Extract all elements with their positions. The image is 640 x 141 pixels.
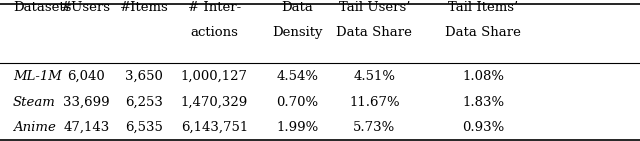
Text: Tail Users’: Tail Users’ (339, 1, 410, 14)
Text: Data Share: Data Share (337, 27, 412, 39)
Text: 6,535: 6,535 (125, 121, 163, 134)
Text: 6,253: 6,253 (125, 96, 163, 109)
Text: #Users: #Users (61, 1, 111, 14)
Text: 1.08%: 1.08% (462, 70, 504, 83)
Text: 33,699: 33,699 (63, 96, 109, 109)
Text: 4.51%: 4.51% (353, 70, 396, 83)
Text: 3,650: 3,650 (125, 70, 163, 83)
Text: 1.83%: 1.83% (462, 96, 504, 109)
Text: 11.67%: 11.67% (349, 96, 400, 109)
Text: 4.54%: 4.54% (276, 70, 319, 83)
Text: 1,470,329: 1,470,329 (180, 96, 248, 109)
Text: Datasets: Datasets (13, 1, 71, 14)
Text: 47,143: 47,143 (63, 121, 109, 134)
Text: Tail Items’: Tail Items’ (448, 1, 518, 14)
Text: Data: Data (282, 1, 314, 14)
Text: ML-1M: ML-1M (13, 70, 61, 83)
Text: Steam: Steam (13, 96, 56, 109)
Text: 6,040: 6,040 (68, 70, 105, 83)
Text: 0.93%: 0.93% (462, 121, 504, 134)
Text: # Inter-: # Inter- (188, 1, 241, 14)
Text: 1,000,127: 1,000,127 (181, 70, 248, 83)
Text: Data Share: Data Share (445, 27, 521, 39)
Text: 6,143,751: 6,143,751 (180, 121, 248, 134)
Text: actions: actions (191, 27, 238, 39)
Text: Anime: Anime (13, 121, 56, 134)
Text: 0.70%: 0.70% (276, 96, 319, 109)
Text: 1.99%: 1.99% (276, 121, 319, 134)
Text: Density: Density (273, 27, 323, 39)
Text: #Items: #Items (120, 1, 168, 14)
Text: 5.73%: 5.73% (353, 121, 396, 134)
